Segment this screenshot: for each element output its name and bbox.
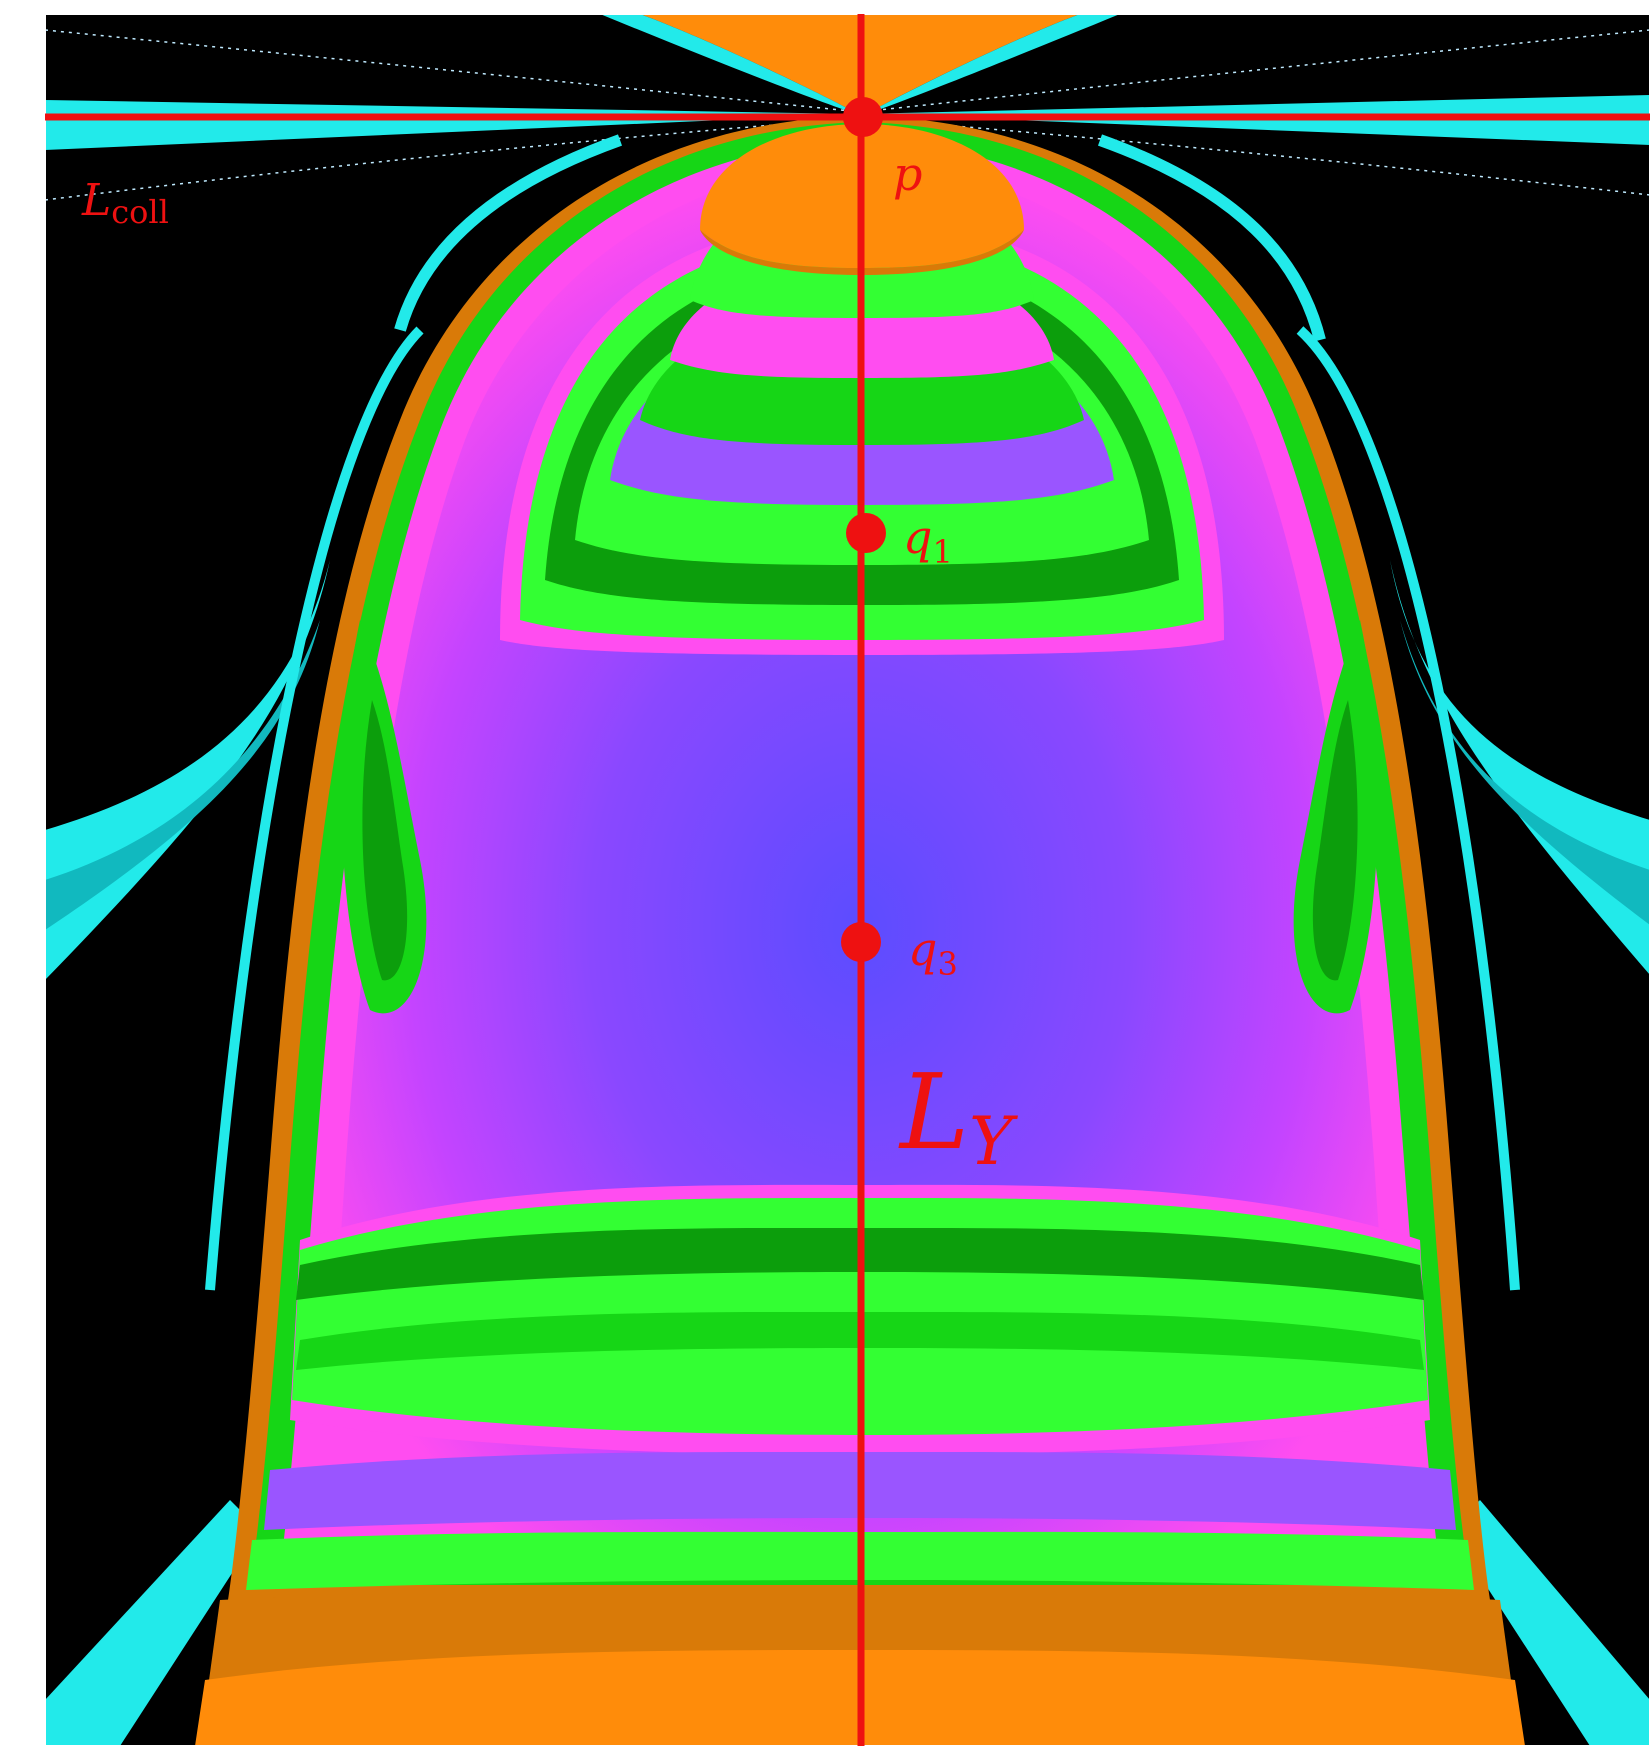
cyan-rim-top-left xyxy=(600,14,862,116)
cyan-tongue-right-dark xyxy=(1400,620,1650,925)
cyan-diagonal-bottom-left xyxy=(45,1500,260,1746)
upper-dotted-curve-right xyxy=(859,29,1650,113)
cyan-wedge-left xyxy=(45,100,860,150)
cyan-hook-left xyxy=(394,134,623,332)
label-p: p xyxy=(893,147,922,201)
cyan-tongue-left-dark xyxy=(45,620,320,930)
cyan-diagonal-bottom-right xyxy=(1450,1500,1650,1746)
label-q1: q1 xyxy=(903,510,953,571)
cyan-hook-right xyxy=(1097,134,1326,342)
label-q3: q3 xyxy=(908,922,958,983)
point-q1 xyxy=(846,513,886,553)
lower-dotted-curve-right xyxy=(859,117,1650,196)
cyan-filament-right xyxy=(1296,326,1520,1291)
point-q3 xyxy=(841,922,881,962)
cyan-filament-left xyxy=(205,326,424,1291)
lower-dotted-curve-left xyxy=(45,117,861,201)
point-p xyxy=(843,97,883,137)
orange-cap-dark xyxy=(700,230,1024,275)
cyan-rim-top-right xyxy=(862,14,1120,116)
frame-border xyxy=(44,13,1650,1746)
green-curl-right-inner xyxy=(1312,700,1358,981)
green-curl-left-inner xyxy=(362,700,408,981)
label-lcoll: Lcoll xyxy=(81,175,169,231)
upper-dotted-curve-left xyxy=(45,29,861,113)
label-ly: LY xyxy=(898,1051,1018,1180)
